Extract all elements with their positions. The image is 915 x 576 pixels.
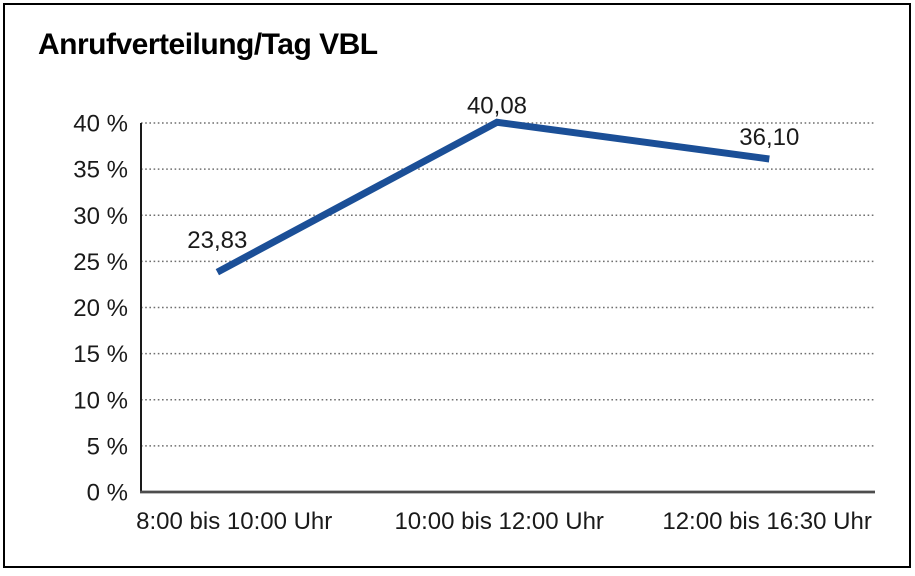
y-tick-label: 0 % <box>87 480 128 507</box>
y-tick-label: 20 % <box>73 295 128 322</box>
series-line <box>215 118 770 276</box>
y-tick-label: 15 % <box>73 341 128 368</box>
data-label: 23,83 <box>187 227 247 254</box>
x-tick-label: 8:00 bis 10:00 Uhr <box>136 508 332 535</box>
y-tick-label: 10 % <box>73 387 128 414</box>
data-label: 36,10 <box>739 124 799 151</box>
y-tick-label: 5 % <box>87 433 128 460</box>
chart-title: Anrufverteilung/Tag VBL <box>38 28 378 61</box>
x-tick-label: 10:00 bis 12:00 Uhr <box>394 508 603 535</box>
y-tick-label: 35 % <box>73 157 128 184</box>
data-label: 40,08 <box>467 92 527 119</box>
y-tick-label: 25 % <box>73 249 128 276</box>
x-tick-label: 12:00 bis 16:30 Uhr <box>662 508 871 535</box>
y-tick-label: 40 % <box>73 111 128 138</box>
y-tick-label: 30 % <box>73 203 128 230</box>
